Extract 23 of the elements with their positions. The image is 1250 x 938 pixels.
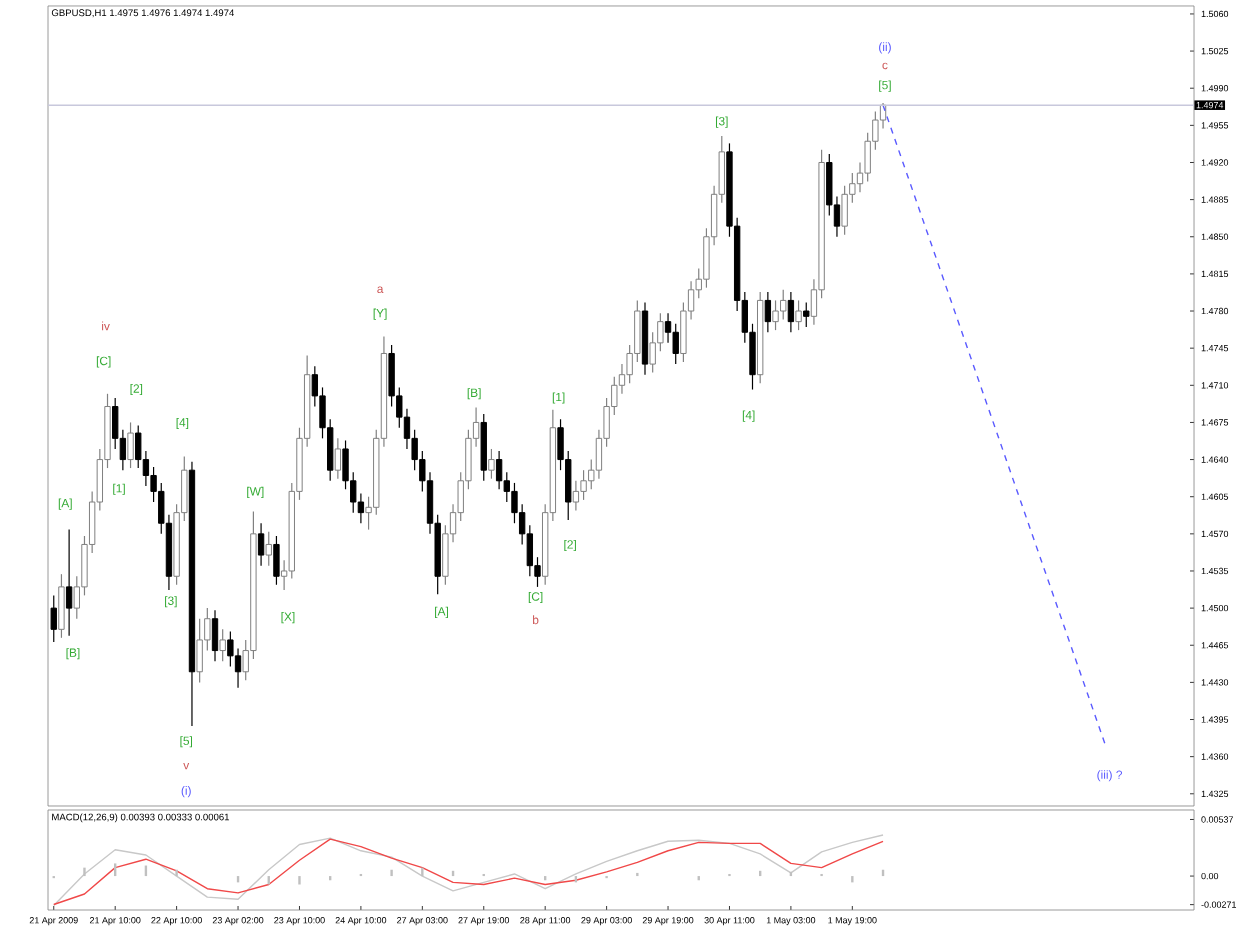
candlestick: [787, 291, 795, 333]
candlestick: [764, 291, 772, 333]
candlestick: [841, 185, 848, 236]
candlestick: [495, 450, 503, 490]
candlestick: [65, 529, 73, 637]
candlestick: [257, 522, 265, 567]
candlestick: [196, 618, 203, 683]
candlestick: [58, 573, 65, 639]
candlestick: [780, 289, 787, 321]
candlestick: [572, 480, 580, 512]
candlestick: [772, 299, 779, 331]
candlestick: [334, 437, 342, 480]
candlestick: [127, 421, 134, 469]
candlestick: [803, 301, 810, 328]
candlestick: [50, 594, 57, 643]
candlestick: [211, 609, 219, 662]
candlestick: [488, 448, 495, 480]
candlestick: [234, 647, 242, 689]
candlestick: [219, 628, 226, 662]
candlestick: [795, 299, 802, 331]
candlestick: [265, 531, 272, 567]
candlestick: [480, 413, 487, 482]
candlestick: [273, 535, 280, 586]
